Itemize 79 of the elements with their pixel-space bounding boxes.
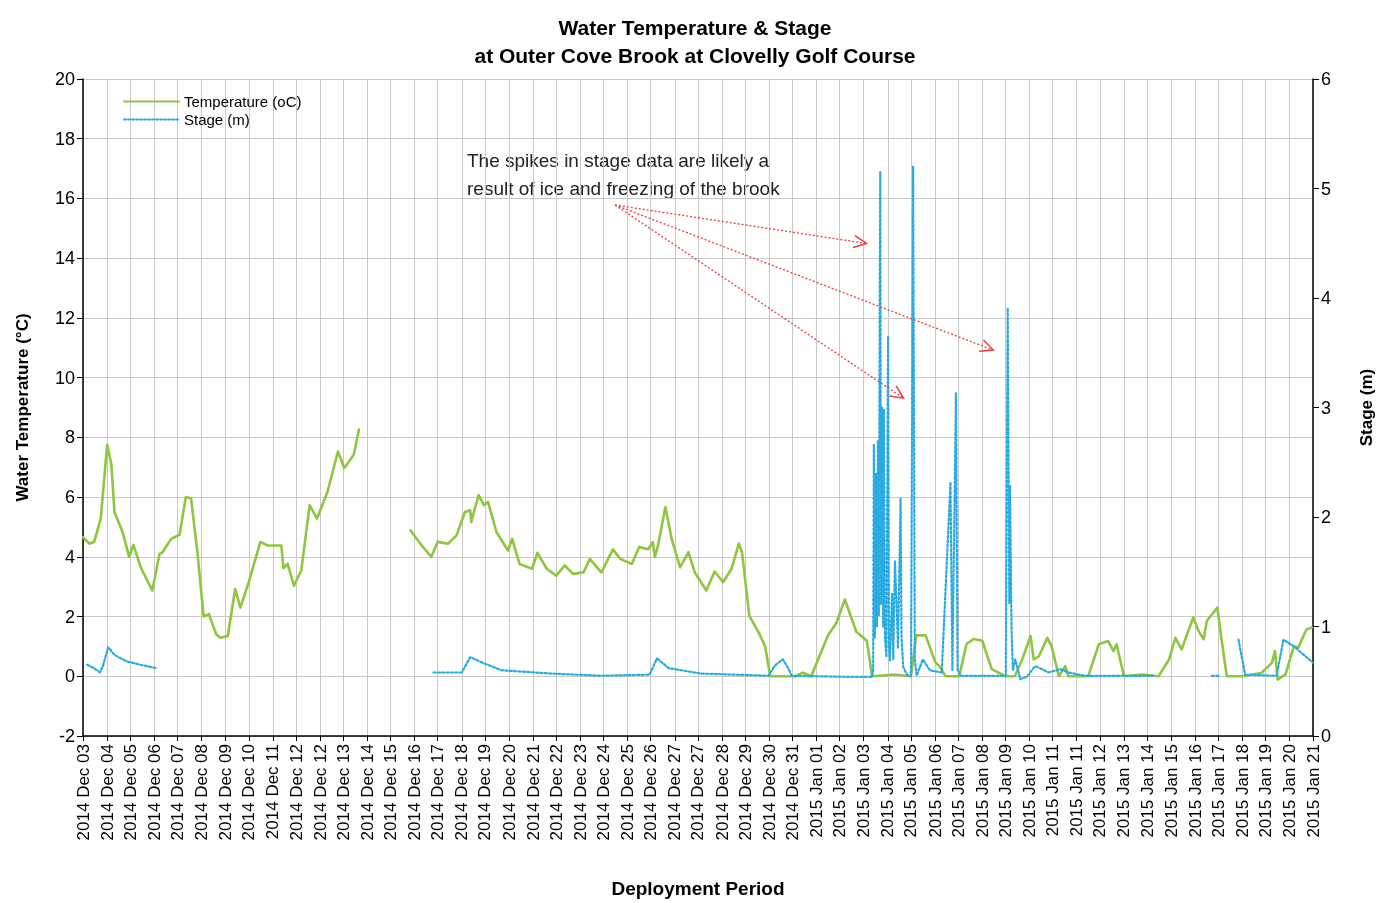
- chart-title: Water Temperature & Stage: [558, 15, 832, 39]
- x-tick-label: 2014 Dec 23: [570, 744, 590, 841]
- x-tick-label: 2014 Dec 29: [735, 744, 755, 841]
- y-tick-label: 8: [64, 427, 75, 448]
- x-tick-label: 2015 Jan 03: [854, 744, 874, 838]
- y2-tick-label: 1: [1321, 616, 1332, 637]
- x-tick-label: 2015 Jan 02: [830, 744, 850, 838]
- x-tick-label: 2014 Dec 19: [475, 744, 495, 841]
- y-tick-label: 2: [64, 606, 75, 627]
- x-tick-label: 2015 Jan 13: [1114, 744, 1134, 838]
- x-tick-label: 2015 Jan 10: [1019, 744, 1039, 838]
- x-tick-label: 2014 Dec 04: [97, 744, 117, 841]
- x-tick-label: 2015 Jan 11: [1067, 744, 1087, 837]
- x-tick-label: 2015 Jan 07: [948, 744, 968, 838]
- x-tick-label: 2014 Dec 11: [263, 744, 283, 840]
- x-tick-label: 2014 Dec 09: [216, 744, 236, 841]
- x-tick-label: 2015 Jan 20: [1280, 744, 1300, 838]
- x-tick-label: 2014 Dec 08: [192, 744, 212, 841]
- x-tick-label: 2014 Dec 18: [452, 744, 472, 841]
- x-tick-label: 2014 Dec 27: [688, 744, 708, 841]
- x-tick-label: 2014 Dec 14: [357, 744, 377, 841]
- x-tick-label: 2015 Jan 12: [1090, 744, 1110, 838]
- x-tick-label: 2015 Jan 04: [878, 744, 898, 838]
- x-tick-label: 2014 Dec 12: [286, 744, 306, 841]
- y-tick-label: 20: [54, 69, 75, 89]
- y2-tick-label: 6: [1321, 69, 1332, 89]
- x-tick-label: 2014 Dec 27: [665, 744, 685, 841]
- x-tick-label: 2014 Dec 28: [712, 744, 732, 841]
- legend-label: Stage (m): [184, 111, 250, 128]
- x-tick-label: 2015 Jan 01: [806, 744, 826, 838]
- x-tick-label: 2015 Jan 16: [1185, 744, 1205, 838]
- x-tick-label: 2015 Jan 21: [1303, 744, 1323, 838]
- x-tick-label: 2014 Dec 21: [523, 744, 543, 841]
- y2-tick-label: 2: [1321, 507, 1332, 527]
- y2-axis-title: Stage (m): [1357, 368, 1376, 447]
- x-tick-label: 2015 Jan 09: [995, 744, 1015, 838]
- x-tick-label: 2014 Dec 24: [593, 744, 613, 841]
- x-tick-label: 2014 Dec 20: [499, 744, 519, 841]
- y-tick-label: 14: [54, 248, 75, 269]
- y2-tick-label: 4: [1321, 288, 1332, 308]
- x-tick-label: 2014 Dec 10: [239, 744, 259, 841]
- chart-subtitle: at Outer Cove Brook at Clovelly Golf Course: [474, 43, 916, 67]
- x-tick-label: 2015 Jan 05: [901, 744, 921, 838]
- x-tick-label: 2014 Dec 22: [546, 744, 566, 841]
- x-tick-label: 2014 Dec 05: [120, 744, 140, 841]
- y-tick-label: 4: [64, 546, 75, 567]
- y-tick-label: 12: [54, 307, 75, 328]
- x-tick-label: 2015 Jan 19: [1256, 744, 1276, 838]
- x-tick-label: 2014 Dec 25: [618, 744, 638, 841]
- x-axis-title: Deployment Period: [611, 878, 785, 899]
- y-axis-title: Water Temperature (°C): [13, 313, 32, 502]
- x-tick-label: 2015 Jan 15: [1161, 744, 1181, 838]
- x-tick-label: 2014 Dec 31: [782, 744, 802, 841]
- y-tick-label: 0: [64, 666, 75, 687]
- x-tick-label: 2015 Jan 14: [1137, 744, 1157, 838]
- y-tick-label: 16: [54, 188, 75, 209]
- x-tick-label: 2014 Dec 26: [641, 744, 661, 841]
- x-tick-label: 2014 Dec 16: [405, 744, 425, 841]
- y-tick-label: 10: [54, 367, 75, 388]
- x-tick-label: 2014 Dec 06: [144, 744, 164, 841]
- x-tick-label: 2014 Dec 13: [333, 744, 353, 841]
- x-tick-label: 2015 Jan 08: [972, 744, 992, 838]
- y-tick-label: 18: [54, 128, 75, 149]
- x-tick-label: 2015 Jan 06: [925, 744, 945, 838]
- x-tick-label: 2014 Dec 30: [759, 744, 779, 841]
- x-tick-label: 2014 Dec 03: [73, 744, 93, 841]
- y-tick-label: -2: [58, 726, 75, 746]
- y2-tick-label: 5: [1321, 178, 1332, 199]
- x-tick-label: 2014 Dec 17: [428, 744, 448, 841]
- x-tick-label: 2014 Dec 07: [167, 744, 187, 841]
- x-tick-label: 2014 Dec 15: [380, 744, 400, 841]
- legend-label: Temperature (oC): [184, 93, 302, 110]
- y2-tick-label: 0: [1321, 726, 1332, 746]
- y-tick-label: 6: [64, 487, 75, 508]
- x-tick-label: 2015 Jan 18: [1233, 744, 1252, 838]
- x-tick-label: 2014 Dec 12: [310, 744, 330, 841]
- y2-tick-label: 3: [1321, 397, 1332, 418]
- x-tick-label: 2015 Jan 11: [1043, 744, 1063, 837]
- x-tick-label: 2015 Jan 17: [1208, 744, 1228, 838]
